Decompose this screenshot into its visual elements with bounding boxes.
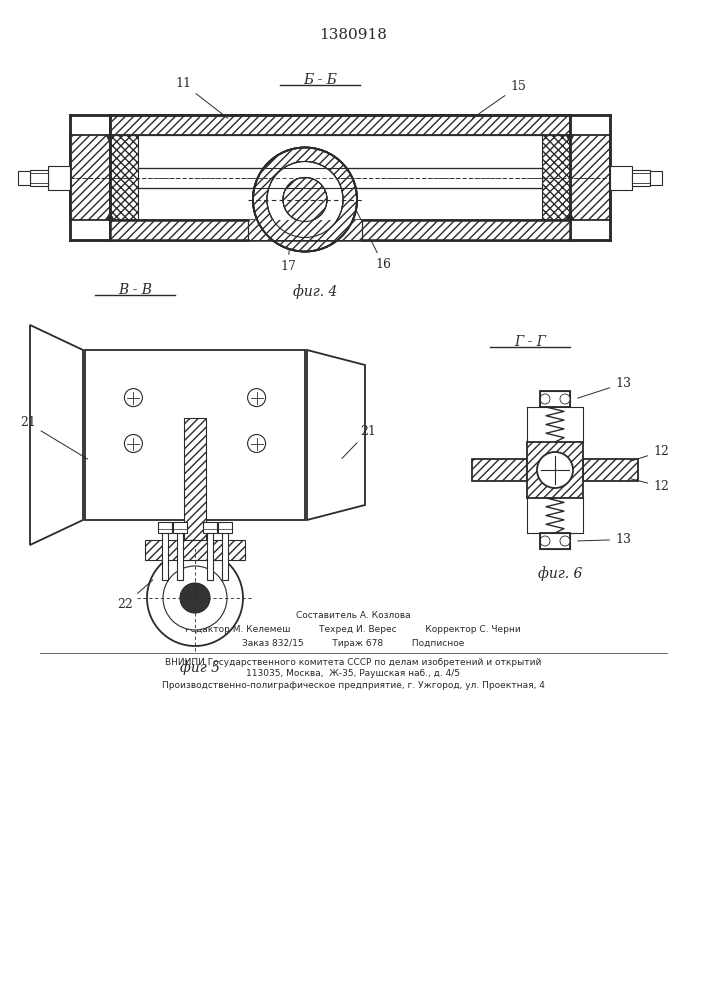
Text: 1380918: 1380918 — [319, 28, 387, 42]
Bar — [222, 530, 228, 580]
Bar — [110, 220, 570, 240]
Text: В - В: В - В — [118, 283, 152, 297]
Bar — [570, 135, 610, 220]
Bar — [110, 115, 570, 135]
Bar — [110, 220, 570, 240]
Bar — [145, 540, 245, 560]
Text: 13: 13 — [578, 533, 631, 546]
Circle shape — [267, 161, 343, 237]
Text: Редактор М. Келемеш          Техред И. Верес          Корректор С. Черни: Редактор М. Келемеш Техред И. Верес Корр… — [185, 624, 521, 634]
Bar — [203, 522, 217, 533]
Circle shape — [253, 147, 357, 251]
Circle shape — [267, 161, 343, 237]
Circle shape — [560, 394, 570, 404]
Text: фиг. 6: фиг. 6 — [538, 567, 582, 581]
Polygon shape — [106, 212, 114, 220]
Bar — [540, 533, 570, 549]
Text: Г - Г: Г - Г — [514, 335, 546, 349]
Text: 113035, Москва,  Ж-35, Раушская наб., д. 4/5: 113035, Москва, Ж-35, Раушская наб., д. … — [246, 669, 460, 678]
Text: 13: 13 — [578, 377, 631, 398]
Circle shape — [540, 536, 550, 546]
Bar — [527, 442, 583, 498]
Text: 11: 11 — [175, 77, 228, 118]
Bar — [472, 459, 527, 481]
Polygon shape — [566, 135, 574, 143]
Circle shape — [560, 536, 570, 546]
Bar — [111, 135, 569, 220]
Bar — [218, 522, 232, 533]
Bar — [110, 135, 138, 220]
Bar — [48, 165, 70, 190]
Bar — [85, 350, 305, 520]
Text: 17: 17 — [280, 242, 296, 273]
Circle shape — [540, 394, 550, 404]
Bar — [540, 391, 570, 407]
Bar — [138, 135, 542, 220]
Bar — [650, 170, 662, 184]
Polygon shape — [106, 135, 114, 143]
Polygon shape — [307, 350, 365, 520]
Text: Заказ 832/15          Тираж 678          Подписное: Заказ 832/15 Тираж 678 Подписное — [242, 639, 464, 648]
Polygon shape — [30, 325, 83, 545]
Text: Составитель А. Козлова: Составитель А. Козлова — [296, 610, 410, 619]
Text: Б - Б: Б - Б — [303, 73, 337, 87]
Bar — [184, 418, 206, 540]
Bar — [30, 169, 48, 186]
Circle shape — [147, 550, 243, 646]
Bar — [110, 220, 248, 240]
Bar — [362, 220, 570, 240]
Circle shape — [163, 566, 227, 630]
Text: 22: 22 — [117, 580, 153, 611]
Bar — [162, 530, 168, 580]
Bar — [542, 135, 570, 220]
Circle shape — [283, 178, 327, 222]
Circle shape — [253, 147, 357, 251]
Text: ВНИИПИ Государственного комитета СССР по делам изобретений и открытий: ВНИИПИ Государственного комитета СССР по… — [165, 658, 541, 667]
Text: 21: 21 — [342, 425, 376, 458]
Text: 15: 15 — [472, 80, 526, 118]
Text: 21: 21 — [20, 416, 88, 459]
Bar — [610, 165, 632, 190]
Bar — [173, 522, 187, 533]
Text: 12: 12 — [631, 445, 669, 461]
Bar — [583, 459, 638, 481]
Bar — [248, 220, 362, 240]
Bar — [143, 136, 537, 219]
Bar — [632, 169, 650, 186]
Circle shape — [283, 178, 327, 222]
Bar — [207, 530, 213, 580]
Circle shape — [537, 452, 573, 488]
Text: 16: 16 — [346, 190, 391, 271]
Circle shape — [180, 583, 210, 613]
Polygon shape — [566, 212, 574, 220]
Text: 12: 12 — [631, 479, 669, 493]
Text: Производственно-полиграфическое предприятие, г. Ужгород, ул. Проектная, 4: Производственно-полиграфическое предприя… — [162, 680, 544, 690]
Bar — [18, 170, 30, 184]
Text: фиг. 4: фиг. 4 — [293, 285, 337, 299]
Bar — [158, 522, 172, 533]
Bar — [177, 530, 183, 580]
Text: фиг 5: фиг 5 — [180, 661, 220, 675]
Bar — [70, 135, 110, 220]
